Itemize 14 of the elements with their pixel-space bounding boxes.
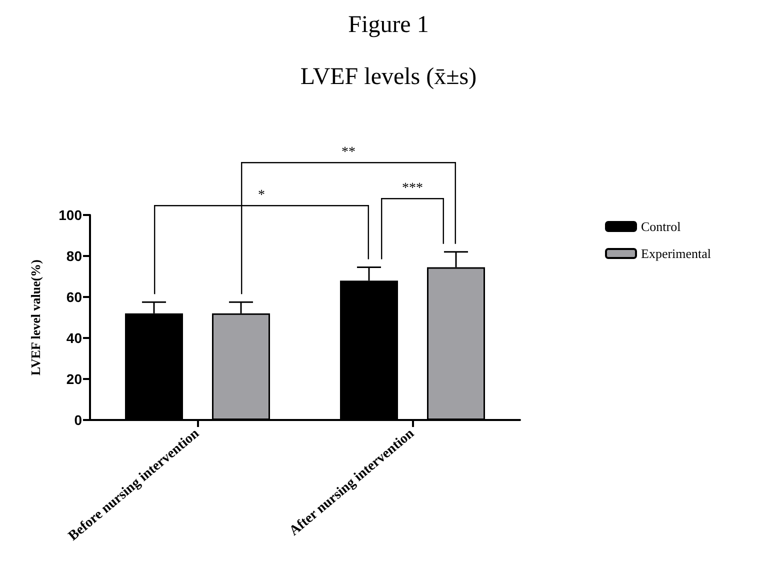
- y-axis-title: LVEF level value(%): [28, 259, 43, 376]
- y-tick-label: 60: [66, 289, 82, 305]
- y-tick-label: 80: [66, 248, 82, 264]
- y-tick-label: 100: [58, 207, 82, 223]
- text: *: [258, 188, 265, 203]
- legend-label: Control: [641, 219, 682, 234]
- text: **: [342, 145, 356, 160]
- legend-label: Experimental: [641, 246, 712, 261]
- text: ***: [402, 181, 423, 196]
- y-tick-label: 0: [74, 412, 82, 428]
- y-tick-label: 40: [66, 330, 82, 346]
- chart-subtitle: LVEF levels (x̄±s): [300, 64, 477, 90]
- y-tick-label: 20: [66, 371, 82, 387]
- chart-title: Figure 1: [348, 12, 429, 38]
